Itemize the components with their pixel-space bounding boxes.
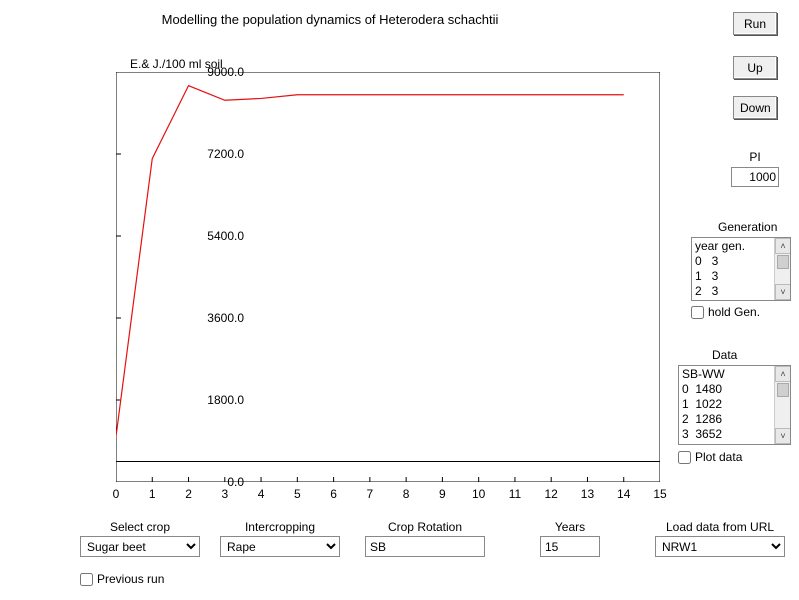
chart-area xyxy=(116,72,660,482)
previous-run-input[interactable] xyxy=(80,573,93,586)
x-tick-label: 11 xyxy=(509,487,521,501)
intercropping-label: Intercropping xyxy=(220,520,340,534)
years-col: Years xyxy=(540,520,600,557)
previous-run-checkbox[interactable]: Previous run xyxy=(80,572,164,586)
scroll-thumb[interactable] xyxy=(777,383,789,397)
select-crop-col: Select crop Sugar beet xyxy=(80,520,200,557)
down-button[interactable]: Down xyxy=(733,96,777,119)
x-tick-label: 5 xyxy=(294,487,301,501)
x-tick-label: 0 xyxy=(113,487,120,501)
y-tick-label: 7200.0 xyxy=(194,147,244,161)
load-url-col: Load data from URL NRW1 xyxy=(655,520,785,557)
x-tick-label: 7 xyxy=(367,487,374,501)
data-label: Data xyxy=(712,348,772,362)
load-url-label: Load data from URL xyxy=(655,520,785,534)
generation-list-content: year gen. 0 3 1 3 2 3 xyxy=(692,238,774,300)
pi-input[interactable] xyxy=(731,167,779,187)
scroll-up-icon[interactable]: ˄ xyxy=(775,366,791,382)
x-tick-label: 15 xyxy=(653,487,666,501)
scroll-down-icon[interactable]: ˅ xyxy=(775,428,791,444)
x-tick-label: 9 xyxy=(439,487,446,501)
intercropping-dropdown[interactable]: Rape xyxy=(220,536,340,557)
x-tick-label: 14 xyxy=(617,487,630,501)
scrollbar[interactable]: ˄ ˅ xyxy=(774,366,790,444)
crop-rotation-input[interactable] xyxy=(365,536,485,557)
plot-data-label: Plot data xyxy=(695,450,742,464)
years-input[interactable] xyxy=(540,536,600,557)
scroll-up-icon[interactable]: ˄ xyxy=(775,238,791,254)
y-tick-label: 3600.0 xyxy=(194,311,244,325)
bottom-controls: Select crop Sugar beet Intercropping Rap… xyxy=(0,520,799,570)
x-tick-label: 3 xyxy=(221,487,228,501)
hold-gen-checkbox[interactable]: hold Gen. xyxy=(691,305,760,319)
x-tick-label: 4 xyxy=(258,487,265,501)
hold-gen-label: hold Gen. xyxy=(708,305,760,319)
plot-data-checkbox[interactable]: Plot data xyxy=(678,450,742,464)
pi-label: PI xyxy=(730,150,780,164)
x-tick-label: 13 xyxy=(581,487,594,501)
years-label: Years xyxy=(540,520,600,534)
page-title: Modelling the population dynamics of Het… xyxy=(0,12,660,27)
x-tick-label: 8 xyxy=(403,487,410,501)
crop-rotation-label: Crop Rotation xyxy=(365,520,485,534)
generation-label: Generation xyxy=(700,220,790,234)
up-button[interactable]: Up xyxy=(733,56,777,79)
x-tick-label: 6 xyxy=(330,487,337,501)
y-tick-label: 5400.0 xyxy=(194,229,244,243)
crop-rotation-col: Crop Rotation xyxy=(365,520,485,557)
x-tick-label: 10 xyxy=(472,487,485,501)
select-crop-dropdown[interactable]: Sugar beet xyxy=(80,536,200,557)
scroll-down-icon[interactable]: ˅ xyxy=(775,284,791,300)
line-chart xyxy=(116,72,660,482)
y-tick-label: 9000.0 xyxy=(194,65,244,79)
hold-gen-input[interactable] xyxy=(691,306,704,319)
generation-listbox[interactable]: year gen. 0 3 1 3 2 3 ˄ ˅ xyxy=(691,237,791,301)
x-tick-label: 1 xyxy=(149,487,156,501)
select-crop-label: Select crop xyxy=(80,520,200,534)
data-list-content: SB-WW 0 1480 1 1022 2 1286 3 3652 xyxy=(679,366,774,444)
intercropping-col: Intercropping Rape xyxy=(220,520,340,557)
scrollbar[interactable]: ˄ ˅ xyxy=(774,238,790,300)
previous-run-label: Previous run xyxy=(97,572,164,586)
x-tick-label: 2 xyxy=(185,487,192,501)
load-url-dropdown[interactable]: NRW1 xyxy=(655,536,785,557)
y-tick-label: 1800.0 xyxy=(194,393,244,407)
data-listbox[interactable]: SB-WW 0 1480 1 1022 2 1286 3 3652 ˄ ˅ xyxy=(678,365,791,445)
y-tick-label: 0.0 xyxy=(194,475,244,489)
scroll-thumb[interactable] xyxy=(777,255,789,269)
x-tick-label: 12 xyxy=(545,487,558,501)
run-button[interactable]: Run xyxy=(733,12,777,35)
plot-data-input[interactable] xyxy=(678,451,691,464)
